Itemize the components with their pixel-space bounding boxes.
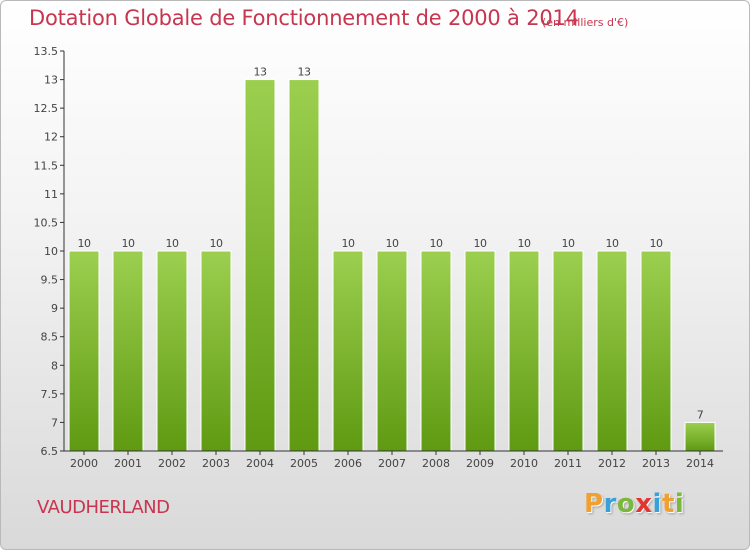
data-label-2006: 10 <box>342 237 355 250</box>
y-tick-label: 10 <box>44 245 58 258</box>
bar-2008 <box>420 250 452 452</box>
y-tick-label: 10.5 <box>34 216 59 229</box>
chart-title: Dotation Globale de Fonctionnement de 20… <box>29 6 579 30</box>
bar-2007 <box>376 250 408 452</box>
bar-2000 <box>68 250 100 452</box>
y-tick-label: 11.5 <box>34 159 59 172</box>
x-tick-label-2004: 2004 <box>246 457 274 470</box>
bar-2013 <box>640 250 672 452</box>
data-labels: 10 10 10 10 13 13 10 10 10 10 10 10 10 10 7 <box>78 66 705 422</box>
proxiti-logo: Proxiti <box>584 489 684 519</box>
x-tick-label-2013: 2013 <box>642 457 670 470</box>
y-tick-label: 13.5 <box>34 45 59 58</box>
y-tick-label: 6.5 <box>41 445 59 458</box>
x-tick-label-2011: 2011 <box>554 457 582 470</box>
bar-2004 <box>244 79 276 452</box>
x-tick-label-2009: 2009 <box>466 457 494 470</box>
bar-2010 <box>508 250 540 452</box>
x-tick-label-2012: 2012 <box>598 457 626 470</box>
y-tick-label: 7.5 <box>41 388 59 401</box>
x-tick-label-2002: 2002 <box>158 457 186 470</box>
x-tick-label-2003: 2003 <box>202 457 230 470</box>
y-axis: 6.5 7 7.5 8 8.5 9 9.5 10 10.5 11 11.5 12 12.5 13 13.5 <box>34 45 65 458</box>
y-tick-label: 9 <box>51 302 58 315</box>
y-tick-label: 7 <box>51 416 58 429</box>
logo-letter: o <box>616 489 636 519</box>
data-label-2013: 10 <box>650 237 663 250</box>
data-label-2014: 7 <box>697 408 704 421</box>
bar-2003 <box>200 250 232 452</box>
logo-letter: i <box>652 489 662 519</box>
data-label-2001: 10 <box>122 237 135 250</box>
data-label-2008: 10 <box>430 237 443 250</box>
y-tick-label: 8.5 <box>41 331 59 344</box>
bar-2012 <box>596 250 628 452</box>
data-label-2004: 13 <box>254 66 267 79</box>
y-tick-label: 11 <box>44 188 58 201</box>
logo-letter: r <box>603 489 617 519</box>
y-tick-label: 13 <box>44 74 58 87</box>
x-tick-label-2008: 2008 <box>422 457 450 470</box>
y-tick-label: 12.5 <box>34 102 59 115</box>
logo-letter: P <box>584 489 604 519</box>
data-label-2000: 10 <box>78 237 91 250</box>
bar-2002 <box>156 250 188 452</box>
x-tick-label-2001: 2001 <box>114 457 142 470</box>
bar-2001 <box>112 250 144 452</box>
x-tick-label-2007: 2007 <box>378 457 406 470</box>
x-axis: 2000 2001 2002 2003 2004 2005 2006 2007 2008 2009… <box>64 450 723 470</box>
logo-letter: x <box>635 489 653 519</box>
data-label-2012: 10 <box>606 237 619 250</box>
data-label-2007: 10 <box>386 237 399 250</box>
x-tick-label-2010: 2010 <box>510 457 538 470</box>
logo-letter: t <box>661 489 675 519</box>
bar-2014 <box>684 421 716 452</box>
bars <box>68 79 716 452</box>
bar-2005 <box>288 79 320 452</box>
y-tick-label: 12 <box>44 131 58 144</box>
y-tick-label: 8 <box>51 359 58 372</box>
logo-letter: i <box>674 489 685 519</box>
place-name: VAUDHERLAND <box>37 497 170 518</box>
x-tick-label-2014: 2014 <box>686 457 714 470</box>
x-tick-label-2000: 2000 <box>70 457 98 470</box>
chart-subtitle: (en milliers d'€) <box>542 16 629 29</box>
x-tick-label-2005: 2005 <box>290 457 318 470</box>
bar-2011 <box>552 250 584 452</box>
data-label-2009: 10 <box>474 237 487 250</box>
bar-2006 <box>332 250 364 452</box>
x-tick-label-2006: 2006 <box>334 457 362 470</box>
data-label-2010: 10 <box>518 237 531 250</box>
data-label-2002: 10 <box>166 237 179 250</box>
bar-2009 <box>464 250 496 452</box>
y-tick-label: 9.5 <box>41 274 59 287</box>
data-label-2005: 13 <box>298 66 311 79</box>
data-label-2003: 10 <box>210 237 223 250</box>
data-label-2011: 10 <box>562 237 575 250</box>
